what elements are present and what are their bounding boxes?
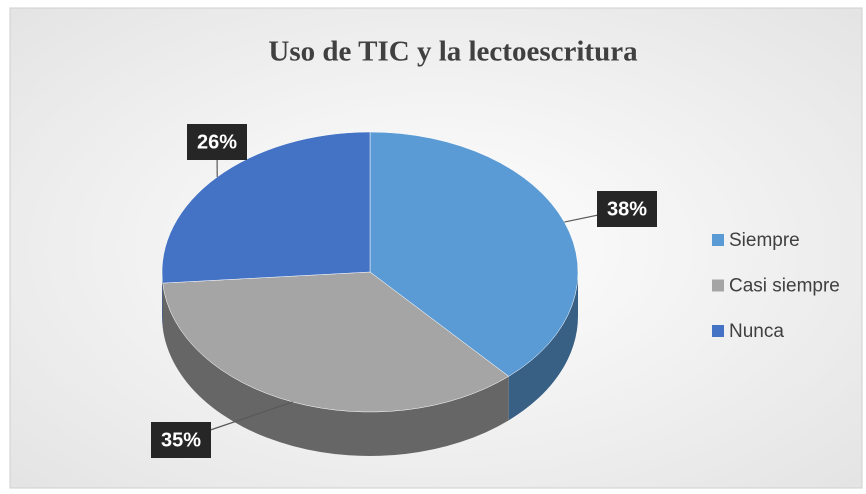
legend-swatch: [712, 279, 724, 292]
data-label: 38%: [607, 198, 647, 220]
legend-label: Siempre: [729, 230, 800, 251]
slice: [161, 131, 371, 284]
slice-side: [508, 272, 578, 421]
slice: [162, 271, 510, 413]
legend-swatch: [712, 325, 724, 337]
data-label: 35%: [161, 429, 201, 451]
slice-side: [162, 272, 163, 328]
data-label: 26%: [197, 131, 237, 153]
pie: [161, 131, 579, 457]
data-label-box: [151, 422, 211, 458]
data-label-box: [597, 191, 657, 227]
legend-swatch: [712, 234, 724, 246]
legend-label: Nunca: [729, 321, 784, 342]
chart-title: Uso de TIC y la lectoescritura: [268, 36, 638, 68]
legend-label: Casi siempre: [729, 276, 840, 297]
data-labels: 38% 35% 26%: [151, 124, 657, 458]
data-label-box: [187, 124, 247, 160]
legend: Siempre Casi siempre Nunca: [712, 230, 840, 342]
slice-side: [162, 283, 509, 457]
